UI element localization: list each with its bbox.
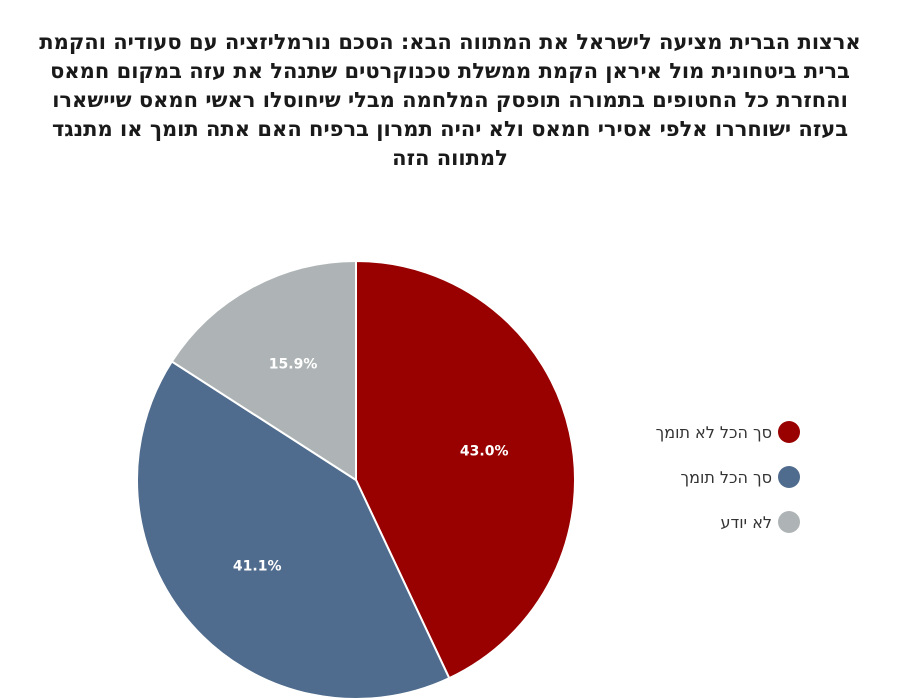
pie-slice-value-label: 43.0%: [460, 443, 509, 459]
legend-item-support[interactable]: סך הכל תומך: [600, 465, 800, 489]
legend-label-not-support: סך הכל לא תומך: [655, 422, 772, 442]
pie-slice-value-label: 41.1%: [233, 559, 282, 575]
chart-title: ארצות הברית מציעה לישראל את המתווה הבא: …: [39, 30, 861, 170]
pie-slice-dont-know[interactable]: [170, 259, 357, 482]
legend: סך הכל לא תומך סך הכל תומך לא יודע: [600, 420, 800, 555]
pie-slice-not-support[interactable]: [355, 259, 577, 680]
pie-slice-value-label: 15.9%: [269, 357, 318, 373]
legend-label-dont-know: לא יודע: [720, 512, 772, 532]
pie-slices: [135, 259, 577, 700]
pie-slice-labels: 43.0% 41.1% 15.9%: [233, 357, 509, 575]
legend-swatch-not-support: [778, 421, 800, 443]
pie-slice-support[interactable]: [135, 360, 451, 700]
legend-item-not-support[interactable]: סך הכל לא תומך: [600, 420, 800, 444]
legend-swatch-dont-know: [778, 511, 800, 533]
legend-item-dont-know[interactable]: לא יודע: [600, 510, 800, 534]
legend-swatch-support: [778, 466, 800, 488]
legend-label-support: סך הכל תומך: [680, 467, 773, 487]
